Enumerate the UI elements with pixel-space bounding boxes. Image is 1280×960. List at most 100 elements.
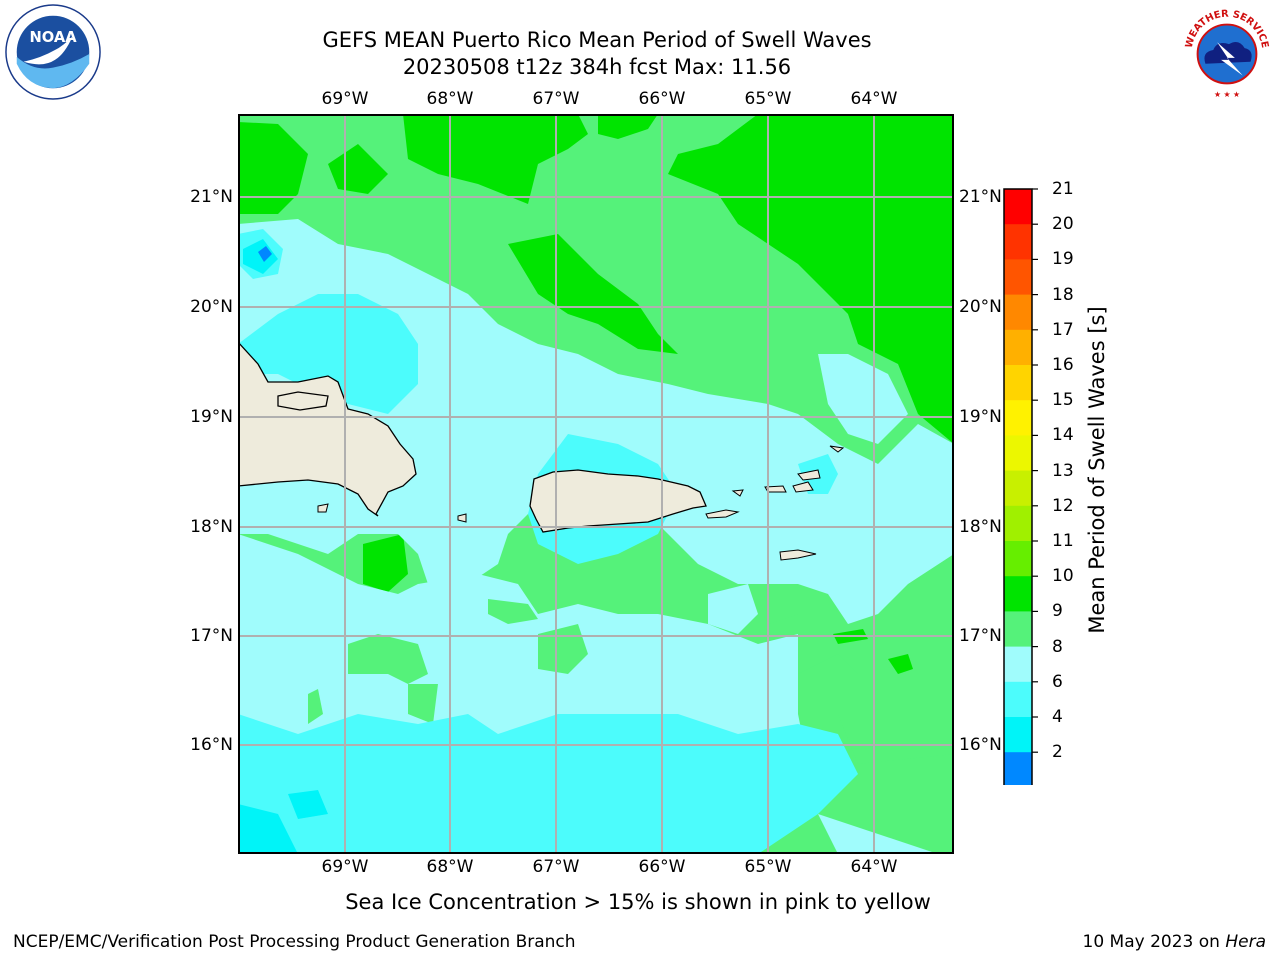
colorbar-tick-label: 8	[1052, 636, 1063, 657]
contour-6-8	[818, 814, 938, 854]
colorbar-tick-label: 13	[1052, 460, 1074, 481]
lon-label-bottom: 65°W	[744, 857, 792, 877]
colorbar-outline	[1003, 188, 1033, 785]
hispaniola-land	[277, 391, 329, 411]
colorbar-segment	[1004, 681, 1032, 718]
lat-label-right: 17°N	[959, 626, 1002, 646]
colorbar-tick-label: 19	[1052, 249, 1074, 270]
lon-label-top: 67°W	[532, 89, 580, 109]
colorbar-segment	[1004, 611, 1032, 648]
colorbar-segment	[1004, 224, 1032, 260]
contour-2-4	[258, 246, 272, 262]
lat-label-right: 19°N	[959, 407, 1002, 427]
lon-label-bottom: 69°W	[321, 857, 369, 877]
colorbar-segment	[1004, 717, 1032, 753]
contour-6-8	[238, 714, 858, 854]
contour-10-11	[328, 144, 388, 194]
grid-lines	[238, 114, 954, 854]
contour-9-10	[798, 654, 954, 854]
colorbar-segment	[1004, 435, 1032, 472]
colorbar-tick-label: 2	[1052, 742, 1063, 763]
lon-label-bottom: 68°W	[426, 857, 474, 877]
colorbar-tick-label: 17	[1052, 319, 1074, 340]
contour-9-10	[308, 689, 323, 724]
colorbar-tick-label: 9	[1052, 601, 1063, 622]
lon-label-top: 66°W	[638, 89, 686, 109]
colorbar-segment	[1004, 576, 1032, 612]
lon-label-top: 69°W	[321, 89, 369, 109]
sea-ice-caption: Sea Ice Concentration > 15% is shown in …	[345, 890, 931, 914]
island	[792, 481, 814, 493]
contour-10-11	[238, 122, 308, 214]
colorbar-tick-label: 10	[1052, 566, 1074, 587]
noaa-logo-icon: NOAA	[5, 4, 101, 100]
colorbar-segment	[1004, 470, 1032, 507]
swell-period-map	[238, 114, 954, 854]
colorbar-segment	[1004, 541, 1032, 577]
footer-date: 10 May 2023 on Hera	[1082, 932, 1267, 952]
colorbar-tick-label: 21	[1052, 179, 1074, 199]
contour-6-8	[708, 584, 758, 634]
colorbar-tick-label: 14	[1052, 425, 1074, 446]
island	[317, 503, 329, 513]
lat-label-left: 17°N	[190, 626, 233, 646]
contour-9-10	[408, 684, 438, 724]
chart-subtitle: 20230508 t12z 384h fcst Max: 11.56	[402, 55, 792, 79]
colorbar-tick-label: 18	[1052, 284, 1074, 305]
lon-label-top: 65°W	[744, 89, 792, 109]
colorbar	[1003, 188, 1038, 785]
colorbar-segment	[1004, 259, 1032, 296]
colorbar-segment	[1004, 294, 1032, 331]
lat-label-left: 19°N	[190, 407, 233, 427]
contour-10-11	[598, 114, 658, 139]
footer-machine: Hera	[1225, 932, 1266, 952]
colorbar-segment	[1004, 752, 1032, 785]
lat-label-left: 20°N	[190, 297, 233, 317]
contour-4-6	[243, 239, 278, 274]
lat-label-left: 18°N	[190, 517, 233, 537]
colorbar-segment	[1004, 646, 1032, 683]
lat-label-right: 16°N	[959, 735, 1002, 755]
colorbar-tick-label: 12	[1052, 495, 1074, 516]
colorbar-tick-label: 20	[1052, 214, 1074, 235]
colorbar-tick-label: 11	[1052, 531, 1074, 551]
lon-label-bottom: 67°W	[532, 857, 580, 877]
lon-label-bottom: 66°W	[638, 857, 686, 877]
island	[705, 509, 740, 519]
footer-credit: NCEP/EMC/Verification Post Processing Pr…	[13, 932, 576, 952]
lat-label-right: 20°N	[959, 297, 1002, 317]
contour-9-10	[348, 634, 428, 684]
contour-10-11	[888, 654, 913, 674]
lat-label-left: 16°N	[190, 735, 233, 755]
contour-8-9	[238, 219, 954, 624]
colorbar-tick-label: 6	[1052, 671, 1063, 692]
contour-10-11	[508, 234, 678, 354]
contour-8-9	[818, 354, 908, 444]
colorbar-segment	[1004, 400, 1032, 436]
colorbar-segment	[1004, 189, 1032, 225]
island	[829, 445, 845, 453]
island	[797, 469, 821, 481]
contour-4-6	[288, 790, 328, 819]
lat-label-right: 21°N	[959, 187, 1002, 207]
contour-10-11	[363, 534, 408, 592]
lat-label-right: 18°N	[959, 517, 1002, 537]
island	[779, 549, 817, 561]
colorbar-label: Mean Period of Swell Waves [s]	[1085, 306, 1109, 634]
colorbar-tick-label: 15	[1052, 390, 1074, 411]
colorbar-tick-label: 16	[1052, 355, 1074, 375]
colorbar-segment	[1004, 365, 1032, 401]
colorbar-segment	[1004, 505, 1032, 542]
hispaniola-land	[238, 341, 417, 517]
lat-label-left: 21°N	[190, 187, 233, 207]
island	[457, 513, 467, 523]
nws-logo-icon: WEATHER SERVICE ★ ★ ★	[1179, 4, 1275, 99]
lon-label-bottom: 64°W	[850, 857, 898, 877]
lon-label-top: 68°W	[426, 89, 474, 109]
chart-title: GEFS MEAN Puerto Rico Mean Period of Swe…	[322, 28, 872, 52]
island	[731, 489, 744, 497]
svg-text:★ ★ ★: ★ ★ ★	[1214, 90, 1240, 99]
map-frame	[238, 114, 954, 854]
contour-4-6	[238, 804, 298, 854]
svg-text:NOAA: NOAA	[29, 29, 77, 46]
